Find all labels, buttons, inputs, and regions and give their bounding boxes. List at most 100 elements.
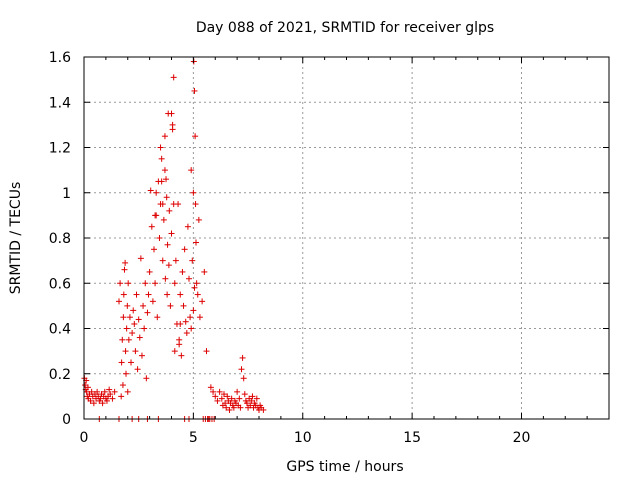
data-point: [207, 384, 214, 391]
data-point: [90, 400, 97, 407]
data-point: [126, 314, 133, 321]
data-point: [196, 314, 203, 321]
data-point: [145, 291, 152, 298]
data-points: [81, 58, 267, 422]
data-point: [221, 391, 227, 398]
data-point: [122, 348, 129, 355]
data-point: [182, 318, 189, 325]
data-point: [144, 309, 151, 316]
data-point: [141, 325, 148, 332]
data-point: [168, 230, 175, 237]
data-point: [107, 391, 114, 398]
data-point: [247, 402, 254, 409]
data-point: [109, 395, 116, 402]
data-point: [133, 291, 140, 298]
data-point: [158, 155, 165, 162]
x-tick-label: 10: [294, 430, 312, 446]
data-point: [124, 388, 131, 395]
data-point: [192, 133, 199, 140]
data-point: [230, 404, 237, 411]
data-point: [180, 302, 187, 309]
data-point: [158, 178, 165, 185]
data-point: [195, 216, 202, 223]
data-point: [119, 336, 126, 343]
data-point: [106, 386, 113, 393]
data-point: [210, 388, 217, 395]
data-point: [249, 393, 256, 400]
x-tick-label: 0: [80, 430, 89, 446]
data-point: [236, 395, 243, 402]
data-point: [159, 201, 166, 208]
data-point: [118, 393, 125, 400]
y-tick-label: 0.4: [49, 322, 71, 338]
data-point: [142, 280, 149, 287]
y-tick-label: 0.6: [49, 276, 71, 292]
data-point: [97, 395, 104, 402]
data-point: [153, 189, 160, 196]
data-point: [118, 359, 125, 366]
data-point: [223, 404, 230, 411]
data-point: [151, 246, 157, 253]
data-point: [159, 257, 166, 264]
x-tick-label: 20: [513, 430, 531, 446]
x-tick-label: 15: [403, 430, 421, 446]
data-point: [94, 388, 101, 395]
data-point: [201, 268, 208, 275]
data-point: [166, 207, 173, 214]
data-point: [190, 189, 197, 196]
data-point: [123, 370, 129, 377]
data-point: [218, 395, 225, 402]
chart-title: Day 088 of 2021, SRMTID for receiver glp…: [196, 20, 494, 36]
plot-frame: [83, 56, 610, 420]
data-point: [188, 325, 195, 332]
data-point: [128, 359, 135, 366]
data-point: [137, 255, 144, 262]
data-point: [152, 212, 159, 219]
data-point: [176, 336, 183, 343]
data-point: [131, 320, 138, 327]
data-point: [116, 298, 122, 305]
data-point: [193, 280, 200, 287]
data-point: [111, 388, 118, 395]
data-point: [191, 87, 198, 94]
data-point: [101, 388, 108, 395]
data-point: [117, 280, 124, 287]
data-point: [171, 280, 178, 287]
data-point: [181, 246, 188, 253]
data-point: [130, 307, 137, 314]
data-point: [154, 314, 161, 321]
data-point: [239, 354, 246, 361]
data-point: [146, 268, 153, 275]
data-point: [156, 235, 163, 241]
data-point: [161, 167, 168, 174]
data-point: [122, 259, 129, 266]
data-point: [152, 280, 159, 287]
data-point: [163, 176, 170, 183]
data-point: [147, 187, 154, 194]
data-point: [170, 74, 177, 81]
data-point: [237, 404, 244, 411]
data-point: [87, 397, 94, 404]
data-point: [228, 395, 235, 402]
data-point: [168, 110, 175, 117]
data-point: [164, 241, 171, 248]
data-point: [193, 239, 199, 246]
data-point: [169, 121, 176, 128]
data-point: [216, 388, 223, 395]
y-tick-label: 1.6: [49, 50, 71, 66]
data-point: [186, 275, 192, 282]
data-point: [253, 395, 260, 402]
x-axis-label: GPS time / hours: [286, 459, 403, 475]
data-point: [143, 375, 150, 382]
data-point: [135, 316, 142, 323]
data-point: [177, 291, 184, 298]
data-point: [119, 382, 126, 389]
data-point: [241, 391, 248, 398]
y-tick-label: 0.8: [49, 231, 71, 247]
data-point: [134, 366, 141, 373]
data-point: [120, 314, 127, 321]
data-point: [184, 223, 191, 230]
x-tick-label: 5: [189, 430, 198, 446]
